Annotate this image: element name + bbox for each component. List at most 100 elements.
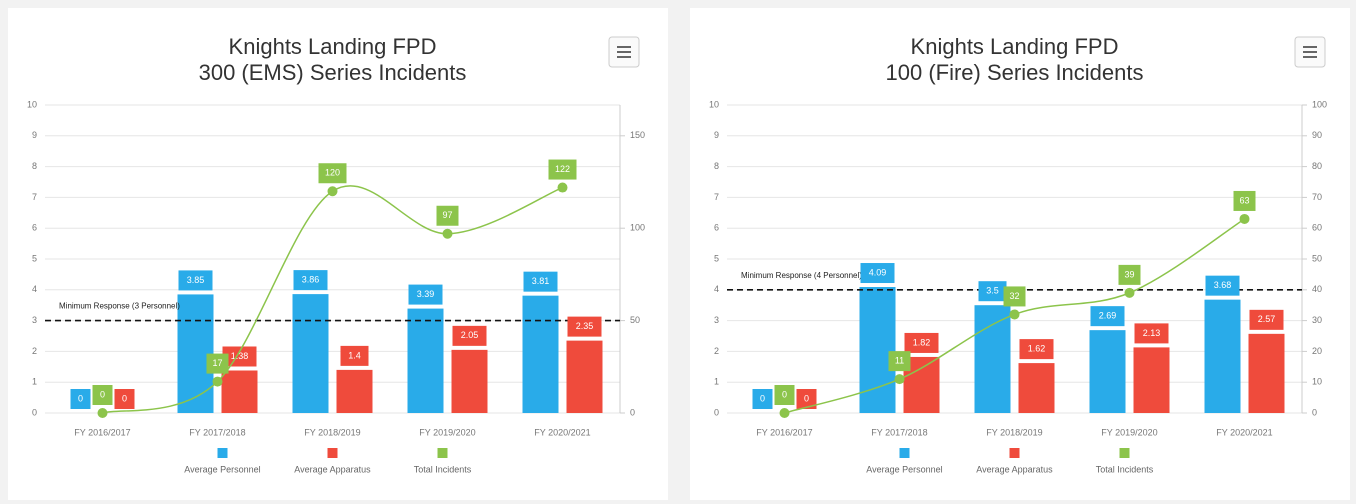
y-tick-label: 9 [714, 130, 719, 140]
y-tick-label: 9 [32, 130, 37, 140]
data-label-box [1205, 275, 1240, 296]
x-tick-label: FY 2016/2017 [74, 427, 130, 437]
y2-tick-label: 10 [1312, 377, 1322, 387]
data-label: 32 [1009, 291, 1019, 301]
data-label: 1.82 [913, 337, 931, 347]
x-tick-label: FY 2018/2019 [304, 427, 360, 437]
data-label-box [318, 163, 347, 184]
legend-swatch [437, 448, 448, 458]
y2-tick-label: 70 [1312, 192, 1322, 202]
data-label-box [340, 345, 369, 366]
chart-title: Knights Landing FPD [911, 34, 1119, 59]
incidents-point [442, 228, 453, 239]
y2-tick-label: 30 [1312, 315, 1322, 325]
incidents-point [779, 408, 790, 418]
data-label-box [114, 389, 135, 409]
legend-label: Average Apparatus [976, 464, 1053, 474]
bar [1018, 363, 1055, 413]
x-tick-label: FY 2019/2020 [1101, 427, 1157, 437]
data-label: 3.39 [417, 289, 435, 299]
y-tick-label: 4 [32, 284, 37, 294]
legend-label: Total Incidents [414, 464, 472, 474]
bar [1248, 333, 1285, 413]
x-tick-label: FY 2018/2019 [986, 427, 1042, 437]
x-tick-label: FY 2019/2020 [419, 427, 475, 437]
data-label: 2.13 [1143, 328, 1161, 338]
data-label-box [70, 389, 91, 409]
x-tick-label: FY 2016/2017 [756, 427, 812, 437]
legend-label: Average Apparatus [294, 464, 371, 474]
data-label-box [92, 385, 113, 405]
data-label-box [222, 346, 257, 367]
min-response-label: Minimum Response (4 Personnel) [741, 271, 862, 280]
data-label: 0 [782, 389, 787, 399]
chart-subtitle: 300 (EMS) Series Incidents [199, 60, 467, 85]
chart-title: Knights Landing FPD [229, 34, 437, 59]
data-label: 3.86 [302, 274, 320, 284]
data-label-box [904, 332, 939, 353]
bar [1133, 347, 1170, 413]
data-label: 0 [804, 393, 809, 403]
bar [221, 370, 258, 413]
legend-swatch [899, 448, 910, 458]
data-label: 63 [1239, 195, 1249, 205]
y-tick-label: 2 [32, 346, 37, 356]
menu-button[interactable] [1294, 36, 1326, 68]
y-tick-label: 5 [714, 253, 719, 263]
legend-label: Average Personnel [866, 464, 942, 474]
y-tick-label: 8 [714, 161, 719, 171]
data-label: 2.05 [461, 330, 479, 340]
data-label-box [206, 353, 229, 374]
y2-tick-label: 60 [1312, 223, 1322, 233]
data-label: 39 [1124, 269, 1134, 279]
bar [974, 305, 1011, 413]
incidents-point [97, 408, 108, 418]
legend-label: Average Personnel [184, 464, 260, 474]
min-response-label: Minimum Response (3 Personnel) [59, 302, 180, 311]
data-label: 4.09 [869, 267, 887, 277]
y-tick-label: 4 [714, 284, 719, 294]
data-label: 1.38 [231, 351, 249, 361]
incidents-point [327, 186, 338, 197]
y2-tick-label: 20 [1312, 346, 1322, 356]
data-label: 2.69 [1099, 311, 1117, 321]
data-label-box [774, 385, 795, 405]
chart-subtitle: 100 (Fire) Series Incidents [886, 60, 1144, 85]
bar [451, 349, 488, 413]
incidents-point [212, 376, 223, 387]
data-label: 0 [78, 393, 83, 403]
data-label: 17 [212, 358, 222, 368]
data-label-box [860, 263, 895, 284]
y-tick-label: 8 [32, 161, 37, 171]
y2-tick-label: 0 [630, 407, 635, 417]
incidents-point [894, 374, 905, 385]
y-tick-label: 10 [27, 99, 37, 109]
bar [336, 369, 373, 413]
data-label: 120 [325, 168, 340, 178]
data-label-box [523, 271, 558, 292]
legend-swatch [217, 448, 228, 458]
chart-card [8, 8, 668, 500]
data-label-box [567, 316, 602, 337]
menu-button[interactable] [608, 36, 640, 68]
x-tick-label: FY 2020/2021 [1216, 427, 1272, 437]
chart-card [690, 8, 1350, 500]
y2-tick-label: 100 [630, 223, 645, 233]
y-tick-label: 5 [32, 253, 37, 263]
y-tick-label: 0 [714, 407, 719, 417]
data-label-box [752, 389, 773, 409]
data-label: 122 [555, 164, 570, 174]
y2-tick-label: 40 [1312, 284, 1322, 294]
y2-tick-label: 90 [1312, 130, 1322, 140]
data-label-box [436, 205, 459, 226]
data-label-box [178, 270, 213, 291]
y-tick-label: 6 [32, 223, 37, 233]
data-label-box [888, 351, 911, 372]
bar [859, 287, 896, 413]
data-label-box [548, 159, 577, 180]
data-label: 1.4 [348, 350, 361, 360]
incidents-point [1009, 309, 1020, 320]
y-tick-label: 7 [32, 192, 37, 202]
bar [407, 308, 444, 413]
y-tick-label: 6 [714, 223, 719, 233]
